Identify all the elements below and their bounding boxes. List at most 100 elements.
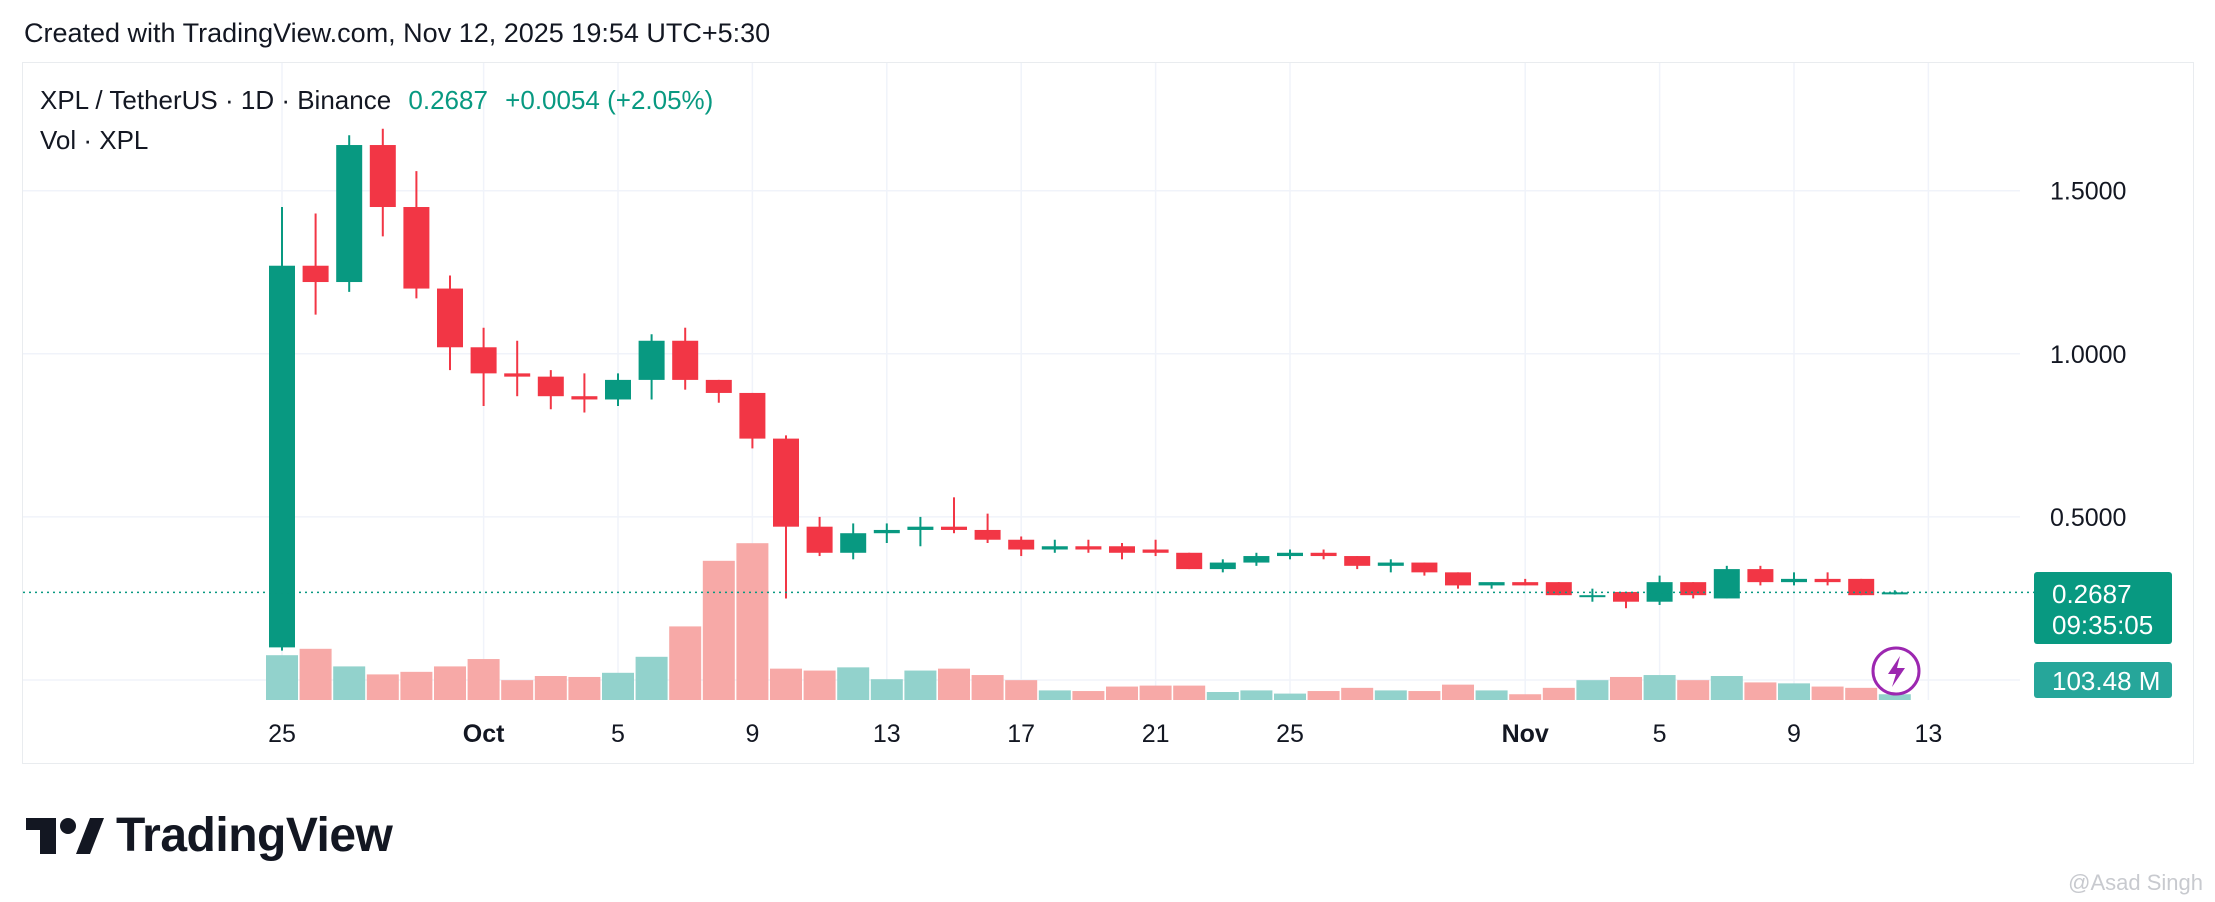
candle[interactable] bbox=[739, 392, 766, 449]
candle[interactable] bbox=[1814, 572, 1841, 586]
candle-body bbox=[773, 438, 799, 527]
candle[interactable] bbox=[336, 135, 363, 292]
candle-body bbox=[1445, 572, 1471, 586]
candle[interactable] bbox=[1344, 556, 1371, 570]
candle[interactable] bbox=[1176, 552, 1203, 570]
candle-body bbox=[1781, 578, 1807, 583]
candle-body bbox=[1579, 595, 1606, 598]
candle[interactable] bbox=[1209, 559, 1236, 573]
candle[interactable] bbox=[1747, 565, 1774, 586]
candle[interactable] bbox=[1680, 582, 1707, 599]
volume-bar bbox=[736, 543, 769, 700]
candle-body bbox=[705, 379, 732, 393]
candle-body bbox=[369, 145, 396, 208]
candle-body bbox=[437, 288, 463, 348]
candle[interactable] bbox=[470, 327, 497, 406]
candle[interactable] bbox=[1478, 582, 1505, 589]
candle[interactable] bbox=[1445, 572, 1471, 589]
candle[interactable] bbox=[1545, 582, 1572, 596]
candle-body bbox=[403, 207, 430, 289]
volume-bar bbox=[1778, 683, 1810, 700]
candle[interactable] bbox=[907, 516, 934, 547]
symbol-title[interactable]: XPL / TetherUS · 1D · Binance bbox=[40, 85, 392, 115]
candle[interactable] bbox=[1277, 549, 1303, 560]
candle[interactable] bbox=[638, 334, 665, 400]
candle-body bbox=[1848, 578, 1875, 596]
candle[interactable] bbox=[403, 171, 430, 299]
candle-body bbox=[974, 529, 1001, 540]
time-tick-label: 9 bbox=[1787, 720, 1801, 748]
volume-bars bbox=[266, 543, 1911, 700]
candle-body bbox=[739, 392, 766, 439]
candle-body bbox=[1008, 539, 1035, 550]
candle[interactable] bbox=[537, 370, 564, 410]
candle[interactable] bbox=[941, 497, 967, 534]
candle[interactable] bbox=[705, 379, 732, 403]
candle[interactable] bbox=[1512, 578, 1539, 586]
candle-body bbox=[1075, 546, 1102, 550]
volume-bar bbox=[1240, 690, 1273, 700]
candle[interactable] bbox=[1142, 539, 1169, 557]
volume-bar bbox=[434, 666, 466, 700]
candle[interactable] bbox=[1713, 565, 1740, 599]
candle[interactable] bbox=[1579, 588, 1606, 602]
candle[interactable] bbox=[1613, 591, 1639, 609]
candle[interactable] bbox=[1243, 552, 1270, 566]
candle-body bbox=[336, 145, 363, 283]
candle[interactable] bbox=[269, 207, 295, 651]
candle[interactable] bbox=[1310, 549, 1337, 560]
candle[interactable] bbox=[571, 373, 598, 413]
candle[interactable] bbox=[840, 523, 867, 560]
candle-body bbox=[1344, 556, 1371, 566]
candle-body bbox=[1109, 546, 1135, 553]
candle[interactable] bbox=[1646, 575, 1673, 605]
candle[interactable] bbox=[605, 373, 631, 406]
candle[interactable] bbox=[1881, 590, 1908, 595]
candle-body bbox=[470, 347, 497, 374]
created-with-header: Created with TradingView.com, Nov 12, 20… bbox=[24, 18, 771, 48]
candle[interactable] bbox=[806, 516, 833, 557]
candle-body bbox=[605, 379, 631, 400]
volume-bar bbox=[1542, 687, 1575, 700]
volume-badge bbox=[2034, 662, 2172, 698]
volume-bar bbox=[1072, 691, 1105, 700]
volume-bar bbox=[1475, 690, 1508, 700]
candle-body bbox=[840, 533, 867, 553]
candle[interactable] bbox=[1041, 539, 1068, 553]
candle-body bbox=[537, 376, 564, 397]
candle[interactable] bbox=[1377, 559, 1404, 573]
candle[interactable] bbox=[773, 435, 799, 599]
candle[interactable] bbox=[504, 340, 531, 397]
volume-bar bbox=[1878, 694, 1911, 700]
replay-lightning-icon[interactable] bbox=[1871, 646, 1921, 696]
candle[interactable] bbox=[974, 513, 1001, 543]
candle-body bbox=[269, 265, 295, 648]
candle[interactable] bbox=[873, 523, 900, 543]
candle-body bbox=[1277, 552, 1303, 557]
candle-body bbox=[1747, 569, 1774, 583]
candle-body bbox=[1646, 582, 1673, 602]
volume-bar bbox=[1307, 691, 1340, 700]
candle-body bbox=[1142, 549, 1169, 553]
volume-bar bbox=[568, 676, 601, 700]
candle[interactable] bbox=[1109, 542, 1135, 560]
candle[interactable] bbox=[1008, 536, 1035, 557]
volume-legend[interactable]: Vol · XPL bbox=[40, 125, 149, 155]
candle[interactable] bbox=[1075, 539, 1102, 553]
time-tick-label: Nov bbox=[1502, 720, 1549, 748]
volume-badge-value: 103.48 M bbox=[2052, 666, 2160, 696]
candle[interactable] bbox=[1848, 578, 1875, 596]
candle[interactable] bbox=[369, 128, 396, 237]
volume-bar bbox=[1408, 691, 1441, 700]
candle[interactable] bbox=[437, 275, 463, 371]
volume-bar bbox=[904, 670, 937, 700]
candle[interactable] bbox=[1411, 562, 1438, 576]
candle[interactable] bbox=[672, 327, 699, 390]
axis-badges: 0.2687 09:35:05 103.48 M bbox=[2034, 572, 2172, 698]
candle[interactable] bbox=[302, 213, 329, 315]
volume-bar bbox=[1744, 682, 1777, 700]
candle[interactable] bbox=[1781, 572, 1807, 586]
volume-bar bbox=[602, 672, 634, 700]
price-axis: 1.5000 1.0000 0.5000 bbox=[2050, 178, 2126, 532]
